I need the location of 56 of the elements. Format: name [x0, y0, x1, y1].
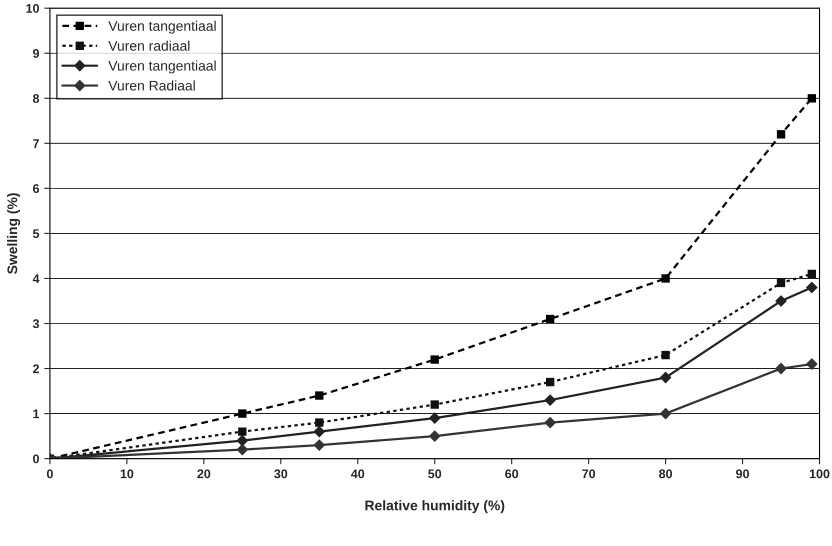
y-tick-label: 8 — [32, 94, 40, 103]
point — [544, 417, 556, 428]
y-tick-label: 9 — [32, 49, 40, 58]
x-tick-label: 30 — [274, 469, 288, 478]
point — [238, 427, 246, 436]
x-tick-label: 40 — [351, 469, 364, 478]
y-tick-label: 10 — [26, 4, 39, 13]
point — [660, 408, 672, 420]
point — [776, 130, 786, 138]
point — [775, 295, 787, 307]
point — [315, 391, 324, 400]
y-tick-label: 0 — [33, 454, 39, 464]
point — [660, 372, 672, 384]
point — [314, 440, 325, 451]
point — [546, 378, 554, 386]
x-tick-label: 20 — [197, 469, 210, 478]
point — [236, 435, 248, 446]
legend-label: Vuren tangentiaal — [108, 60, 216, 74]
point — [544, 394, 556, 406]
point — [430, 400, 439, 409]
y-tick-label: 4 — [32, 274, 40, 283]
point — [808, 94, 816, 102]
legend-label: Vuren radiaal — [108, 40, 190, 51]
x-tick-label: 70 — [582, 469, 596, 478]
legend-label: Vuren tangentiaal — [108, 20, 216, 34]
point — [808, 270, 816, 278]
legend-label: Vuren Radiaal — [108, 80, 195, 91]
point — [429, 412, 440, 424]
point — [546, 314, 554, 324]
x-tick-label: 100 — [810, 469, 830, 478]
point — [236, 444, 248, 456]
x-tick-label: 90 — [736, 469, 749, 478]
y-tick-label: 1 — [33, 410, 40, 418]
point — [315, 418, 324, 427]
point — [314, 426, 325, 438]
x-tick-label: 50 — [428, 469, 442, 478]
point — [775, 362, 787, 374]
point — [661, 350, 670, 360]
y-tick-label: 2 — [32, 364, 40, 374]
point — [806, 282, 818, 294]
point — [238, 409, 246, 418]
x-tick-label: 10 — [120, 469, 134, 478]
point — [661, 274, 670, 283]
y-tick-label: 7 — [33, 139, 39, 148]
x-tick-label: 60 — [505, 469, 518, 478]
point — [430, 355, 439, 364]
x-tick-label: 80 — [659, 469, 672, 478]
x-axis-title: Relative humidity (%) — [365, 500, 504, 514]
y-tick-label: 3 — [32, 319, 40, 328]
point — [429, 430, 440, 442]
point — [806, 358, 818, 370]
y-tick-label: 6 — [33, 184, 40, 194]
y-axis-title: Swelling (%) — [7, 193, 20, 274]
point — [776, 278, 786, 288]
x-tick-label: 0 — [46, 469, 53, 478]
y-tick-label: 5 — [32, 229, 40, 238]
